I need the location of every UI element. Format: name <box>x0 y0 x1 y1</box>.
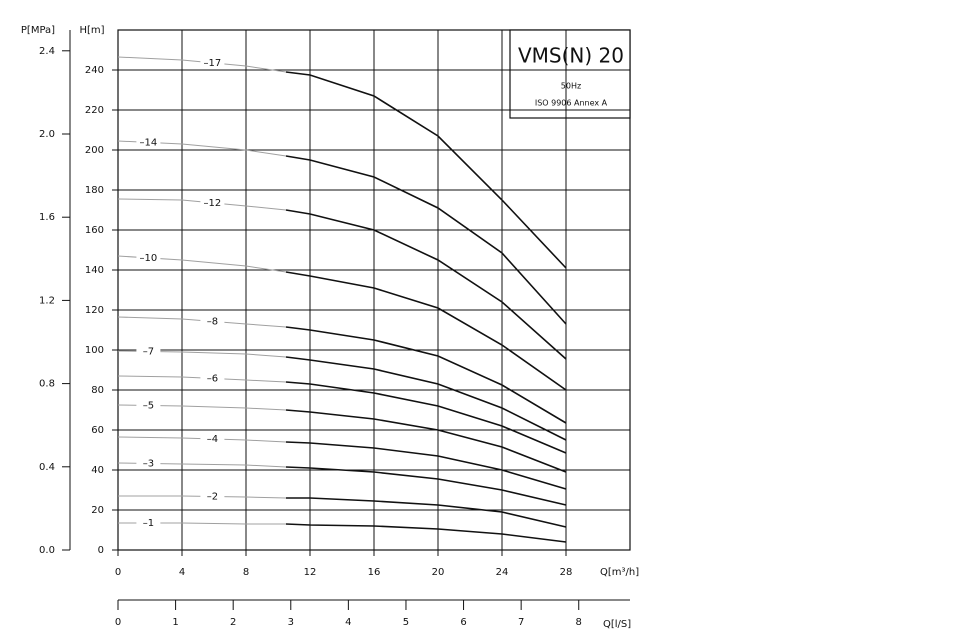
q2-tick-label: 7 <box>518 617 524 628</box>
label-bg <box>200 56 225 69</box>
y-tick-label: 160 <box>85 225 104 236</box>
curve <box>285 381 567 454</box>
p-tick-label: 1.6 <box>39 212 55 223</box>
p-tick-label: 0.8 <box>39 379 55 390</box>
series-label: –1 <box>143 518 154 529</box>
x-tick-label: 20 <box>432 567 445 578</box>
series-label: –5 <box>143 400 154 411</box>
y-tick-label: 0 <box>98 545 104 556</box>
y-tick-label: 80 <box>91 385 104 396</box>
q2-axis-label: Q[l/S] <box>603 619 631 630</box>
curve <box>285 409 567 473</box>
label-bg <box>136 345 161 358</box>
series-label: –2 <box>207 491 218 502</box>
legend-box <box>509 29 631 119</box>
series-label: –4 <box>207 434 218 445</box>
y-tick-label: 20 <box>91 505 104 516</box>
x-tick-label: 0 <box>115 567 121 578</box>
p-tick-label: 0.4 <box>39 462 55 473</box>
series-label: –12 <box>204 198 222 209</box>
y-tick-label: 180 <box>85 185 104 196</box>
y-axis-label: H[m] <box>79 25 104 36</box>
y-tick-label: 120 <box>85 305 104 316</box>
label-bg <box>200 315 225 328</box>
label-bg <box>136 457 161 470</box>
curve <box>285 71 567 269</box>
y-tick-label: 240 <box>85 65 104 76</box>
label-bg <box>200 490 225 503</box>
label-bg <box>136 517 161 529</box>
x-tick-label: 12 <box>304 567 317 578</box>
y-tick-label: 140 <box>85 265 104 276</box>
y-tick-label: 220 <box>85 105 104 116</box>
curve <box>285 209 567 360</box>
curve <box>285 441 567 490</box>
curve <box>285 155 567 325</box>
label-bg <box>200 432 225 445</box>
p-tick-label: 0.0 <box>39 545 55 556</box>
q2-tick-label: 4 <box>345 617 351 628</box>
y-tick-label: 60 <box>91 425 104 436</box>
label-bg <box>200 372 225 385</box>
q2-tick-label: 5 <box>403 617 409 628</box>
p-tick-label: 2.0 <box>39 129 55 140</box>
label-bg <box>136 136 161 149</box>
chart-title: VMS(N) 20 <box>518 44 624 68</box>
label-bg <box>200 196 225 209</box>
curve <box>286 497 567 528</box>
note: ISO 9906 Annex A <box>535 99 608 108</box>
x-tick-label: 28 <box>560 567 573 578</box>
x-tick-label: 8 <box>243 567 249 578</box>
subtitle: 50Hz <box>561 82 581 91</box>
p-tick-label: 1.2 <box>39 295 55 306</box>
y-tick-label: 200 <box>85 145 104 156</box>
q2-tick-label: 2 <box>230 617 236 628</box>
p-tick-label: 2.4 <box>39 46 55 57</box>
q2-tick-label: 6 <box>460 617 466 628</box>
curve <box>285 466 567 506</box>
series-label: –6 <box>207 373 218 384</box>
q2-tick-label: 8 <box>576 617 582 628</box>
series-label: –14 <box>140 137 158 148</box>
series-label: –10 <box>140 253 158 264</box>
curve <box>285 326 567 424</box>
y-tick-label: 40 <box>91 465 104 476</box>
series-label: –3 <box>143 458 154 469</box>
x-tick-label: 16 <box>368 567 381 578</box>
series-label: –8 <box>207 316 218 327</box>
label-bg <box>136 399 161 412</box>
q2-tick-label: 1 <box>172 617 178 628</box>
series-label: –7 <box>143 346 154 357</box>
x-tick-label: 24 <box>496 567 509 578</box>
curve <box>285 523 567 543</box>
x-tick-label: 4 <box>179 567 185 578</box>
q2-tick-label: 3 <box>288 617 294 628</box>
p-axis-label: P[MPa] <box>21 25 55 36</box>
x-axis-label: Q[m³/h] <box>600 567 639 578</box>
q2-tick-label: 0 <box>115 617 121 628</box>
curve <box>285 356 567 441</box>
series-label: –17 <box>204 58 222 69</box>
label-bg <box>136 251 161 264</box>
y-tick-label: 100 <box>85 345 104 356</box>
curve <box>285 271 567 391</box>
